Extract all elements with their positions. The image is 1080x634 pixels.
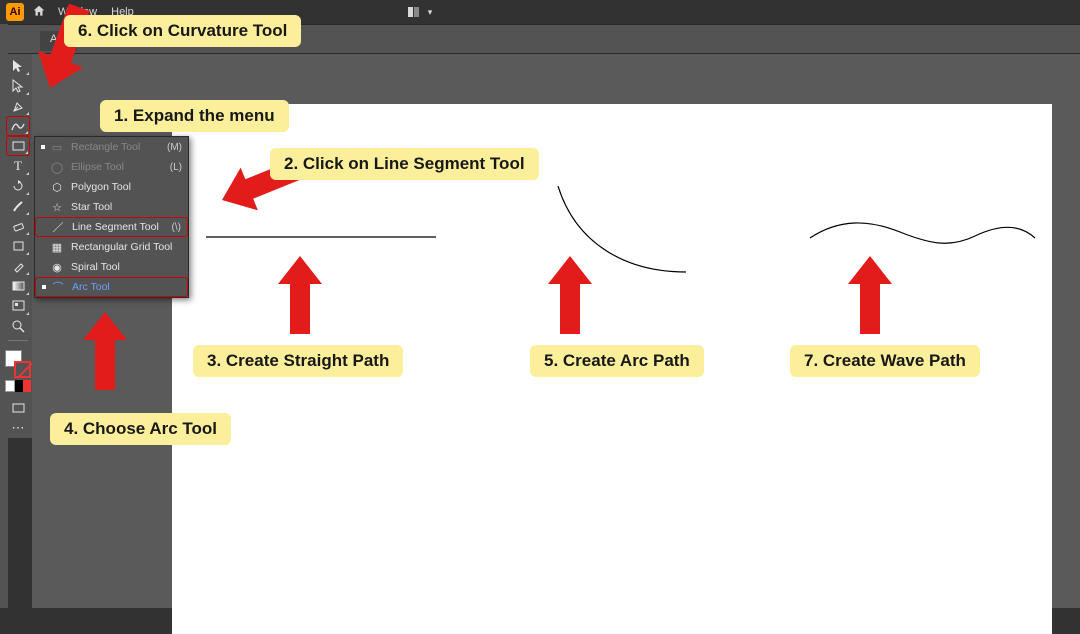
flyout-label: Polygon Tool <box>71 181 131 193</box>
fill-stroke-swatch[interactable] <box>5 350 31 378</box>
flyout-item-arc-tool[interactable]: ⌒ Arc Tool <box>35 277 188 297</box>
tool-curvature[interactable] <box>6 116 30 136</box>
tool-direct-selection[interactable] <box>6 76 30 96</box>
arc-path <box>556 184 696 284</box>
flyout-shortcut: (\) <box>172 222 181 233</box>
flyout-icon: ☆ <box>49 201 65 214</box>
tool-brush[interactable] <box>6 196 30 216</box>
tool-selection[interactable] <box>6 56 30 76</box>
callout-4: 4. Choose Arc Tool <box>50 413 231 445</box>
layout-switcher[interactable]: ▾ <box>408 6 433 18</box>
flyout-icon: ◯ <box>49 161 65 174</box>
flyout-icon: ／ <box>50 219 66 235</box>
flyout-label: Rectangle Tool <box>71 141 140 153</box>
flyout-label: Rectangular Grid Tool <box>71 241 172 253</box>
flyout-item-line-segment-tool[interactable]: ／ Line Segment Tool (\) <box>35 217 188 237</box>
tool-edit-toolbar[interactable]: ⋯ <box>6 418 30 438</box>
flyout-icon: ▭ <box>49 141 65 154</box>
tool-place[interactable] <box>6 296 30 316</box>
tool-artboard[interactable] <box>6 236 30 256</box>
tool-eraser[interactable] <box>6 216 30 236</box>
callout-6: 6. Click on Curvature Tool <box>64 15 301 47</box>
flyout-icon: ⬡ <box>49 181 65 194</box>
tool-eyedropper[interactable] <box>6 256 30 276</box>
flyout-label: Spiral Tool <box>71 261 120 273</box>
flyout-label: Line Segment Tool <box>72 221 159 233</box>
home-icon[interactable] <box>32 4 46 21</box>
flyout-item-polygon-tool[interactable]: ⬡ Polygon Tool <box>35 177 188 197</box>
shape-tool-flyout: ▭ Rectangle Tool (M) ◯ Ellipse Tool (L) ⬡ Polyg… <box>34 136 189 298</box>
flyout-icon: ◉ <box>49 261 65 274</box>
canvas-area <box>32 54 1080 608</box>
tool-screen-mode[interactable] <box>6 398 30 418</box>
toolbar-divider <box>8 340 28 346</box>
tool-type[interactable]: T <box>6 156 30 176</box>
color-mode-row[interactable] <box>5 380 31 392</box>
tool-pen[interactable] <box>6 96 30 116</box>
wave-path <box>810 218 1040 258</box>
callout-5: 5. Create Arc Path <box>530 345 704 377</box>
flyout-item-rectangular-grid-tool[interactable]: ▦ Rectangular Grid Tool <box>35 237 188 257</box>
flyout-shortcut: (L) <box>170 162 182 173</box>
flyout-icon: ⌒ <box>50 279 66 295</box>
toolbar: T ⋯ <box>4 54 32 438</box>
straight-path <box>206 228 441 246</box>
flyout-item-spiral-tool[interactable]: ◉ Spiral Tool <box>35 257 188 277</box>
callout-1: 1. Expand the menu <box>100 100 289 132</box>
callout-2: 2. Click on Line Segment Tool <box>270 148 539 180</box>
flyout-item-star-tool[interactable]: ☆ Star Tool <box>35 197 188 217</box>
flyout-label: Star Tool <box>71 201 112 213</box>
tool-zoom[interactable] <box>6 316 30 336</box>
flyout-label: Arc Tool <box>72 281 110 293</box>
tool-rotate[interactable] <box>6 176 30 196</box>
flyout-item-rectangle-tool[interactable]: ▭ Rectangle Tool (M) <box>35 137 188 157</box>
flyout-item-ellipse-tool[interactable]: ◯ Ellipse Tool (L) <box>35 157 188 177</box>
callout-3: 3. Create Straight Path <box>193 345 403 377</box>
flyout-label: Ellipse Tool <box>71 161 124 173</box>
tool-gradient[interactable] <box>6 276 30 296</box>
callout-7: 7. Create Wave Path <box>790 345 980 377</box>
flyout-shortcut: (M) <box>167 142 182 153</box>
app-logo: Ai <box>6 3 24 21</box>
flyout-icon: ▦ <box>49 241 65 254</box>
tool-shape[interactable] <box>6 136 30 156</box>
